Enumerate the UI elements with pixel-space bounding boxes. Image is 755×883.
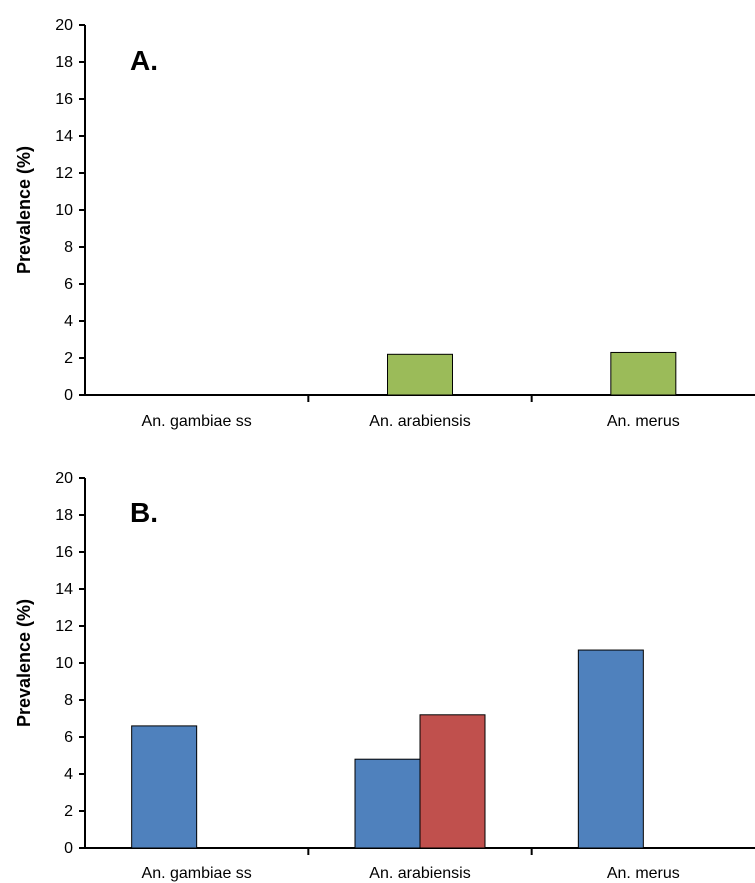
bar [610, 351, 677, 396]
x-tick-label: An. arabiensis [369, 865, 470, 882]
y-tick-label: 8 [64, 692, 73, 709]
bar [131, 725, 198, 849]
y-tick-label: 16 [55, 91, 73, 108]
y-tick-label: 0 [64, 387, 73, 404]
y-tick-label: 14 [55, 581, 73, 598]
x-tick-label: An. gambiae ss [142, 865, 252, 882]
y-tick-label: 4 [64, 313, 73, 330]
y-tick-label: 6 [64, 729, 73, 746]
x-tick-label: An. arabiensis [369, 413, 470, 430]
y-tick-label: 12 [55, 165, 73, 182]
x-tick-label: An. merus [607, 413, 680, 430]
y-tick-label: 10 [55, 202, 73, 219]
y-tick-label: 14 [55, 128, 73, 145]
bar [387, 353, 453, 396]
y-tick-label: 12 [55, 618, 73, 635]
y-tick-label: 8 [64, 239, 73, 256]
y-tick-label: 20 [55, 470, 73, 487]
y-tick-label: 18 [55, 54, 73, 71]
chart-panel-2: 0 2 4 6 8 10 12 14 16 18 20 An. gambiae ss An. arabi… [14, 470, 755, 882]
y-tick-label: 6 [64, 276, 73, 293]
panel-label: A. [130, 45, 158, 76]
y-tick-label: 2 [64, 350, 73, 367]
bar [419, 714, 486, 849]
bar [577, 649, 644, 849]
y-tick-label: 18 [55, 507, 73, 524]
y-tick-label: 0 [64, 840, 73, 857]
y-tick-label: 16 [55, 544, 73, 561]
y-tick-label: 10 [55, 655, 73, 672]
x-tick-label: An. merus [607, 865, 680, 882]
y-tick-label: 20 [55, 17, 73, 34]
y-tick-label: 4 [64, 766, 73, 783]
y-tick-label: 2 [64, 803, 73, 820]
bar [354, 758, 421, 849]
x-tick-label: An. gambiae ss [142, 413, 252, 430]
panel-label: B. [130, 497, 158, 528]
y-axis-title: Prevalence (%) [14, 599, 34, 727]
y-axis-title: Prevalence (%) [14, 146, 34, 274]
chart-panel-1: 0 2 4 6 8 10 12 14 16 18 20 An. gambiae ss An. arabi… [14, 17, 755, 430]
